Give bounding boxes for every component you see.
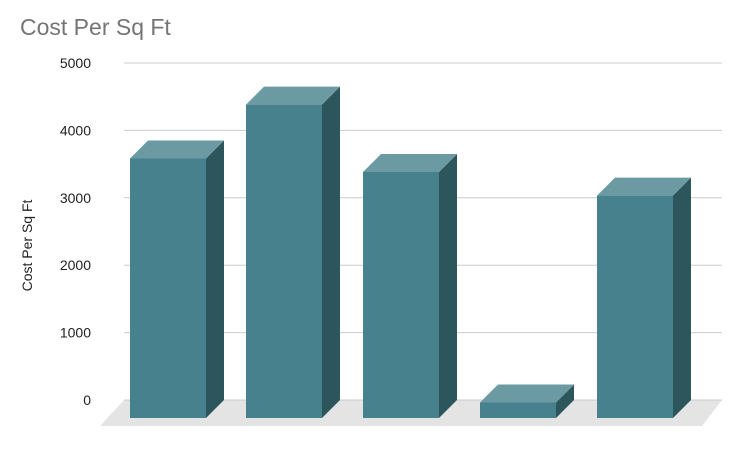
y-tick-label: 5000 — [60, 55, 91, 71]
bar-side — [673, 177, 691, 418]
bar-side — [206, 140, 224, 418]
bar-side — [439, 153, 457, 419]
y-axis-label: Cost Per Sq Ft — [19, 199, 35, 291]
y-tick-label: 2000 — [60, 257, 91, 273]
bar-top — [363, 153, 457, 172]
bar-front — [130, 158, 206, 418]
bar-front — [597, 195, 673, 418]
bar — [246, 86, 340, 418]
bar-top — [246, 86, 340, 105]
bar — [363, 153, 457, 419]
chart-title: Cost Per Sq Ft — [20, 14, 171, 40]
bar-top — [480, 384, 574, 403]
bar-side — [556, 384, 574, 418]
bar — [480, 384, 574, 418]
y-tick-label: 4000 — [60, 122, 91, 138]
bar-front — [363, 171, 439, 418]
bar-front — [246, 104, 322, 418]
bar-top — [597, 177, 691, 196]
bar-side — [322, 86, 340, 418]
bar-top — [130, 140, 224, 159]
bar — [130, 140, 224, 418]
y-axis-ticks: 0 1000 2000 3000 4000 5000 — [60, 55, 91, 408]
bar — [597, 177, 691, 418]
y-tick-label: 0 — [83, 392, 91, 408]
bars — [130, 86, 691, 419]
y-tick-label: 1000 — [60, 325, 91, 341]
bar-front — [480, 402, 556, 418]
y-tick-label: 3000 — [60, 190, 91, 206]
